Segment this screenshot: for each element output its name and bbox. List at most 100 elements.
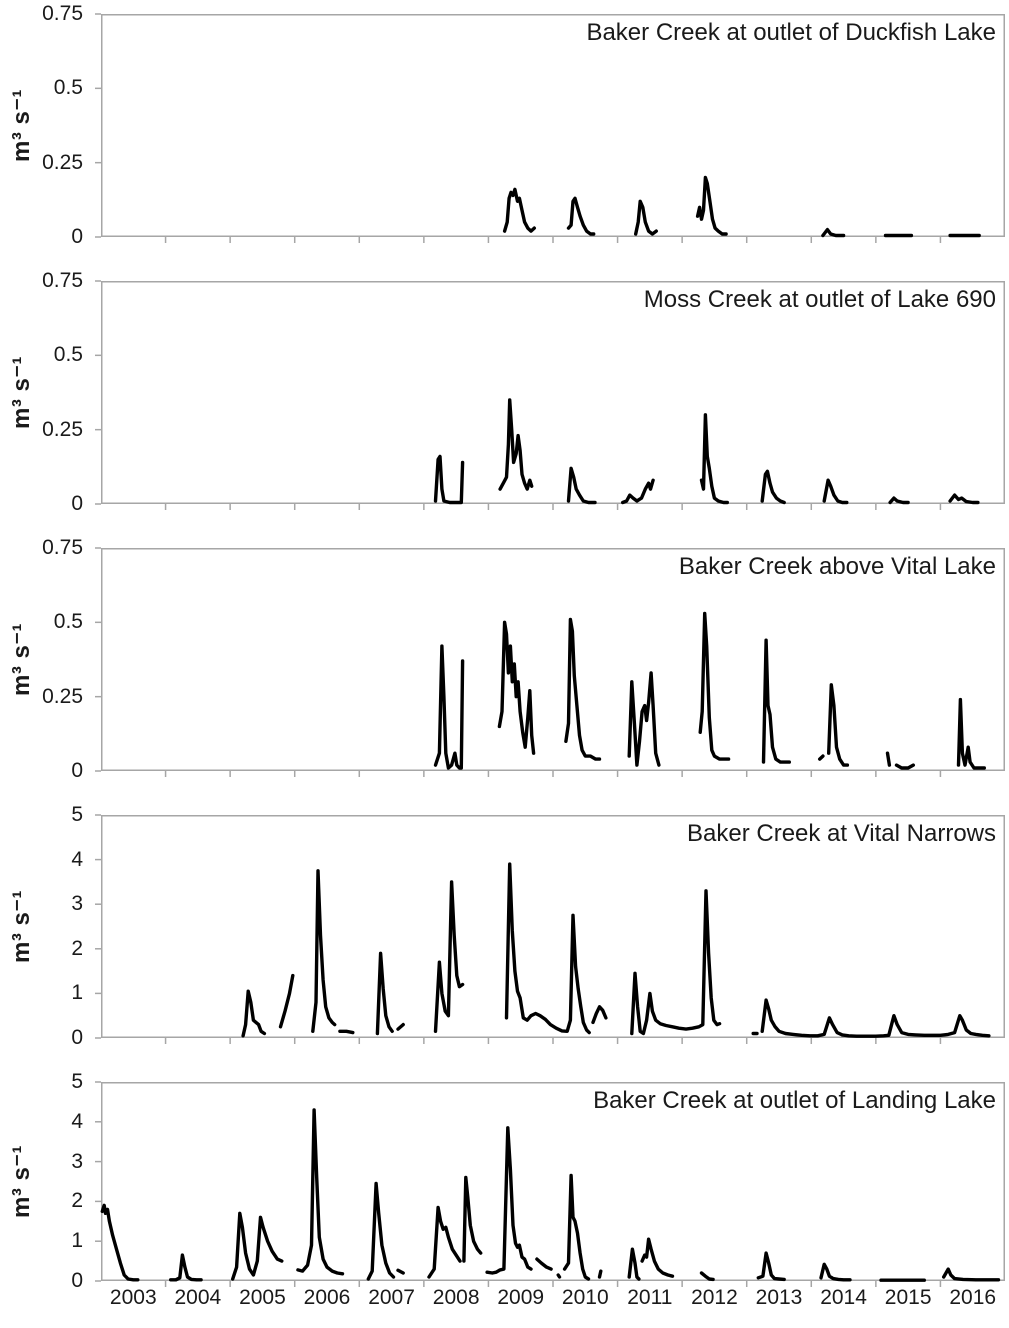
discharge-series — [498, 398, 534, 491]
panel-title: Baker Creek at outlet of Duckfish Lake — [586, 19, 996, 46]
line-chart — [95, 1081, 1005, 1287]
y-tick-labels: 0 1 2 3 4 5 — [0, 1070, 83, 1292]
x-tick-label: 2010 — [561, 1286, 609, 1309]
plot-area: Baker Creek at outlet of Duckfish Lake — [95, 13, 1005, 243]
discharge-series — [433, 454, 465, 505]
panel-title: Baker Creek at Vital Narrows — [687, 820, 996, 847]
y-tick-label: 1 — [71, 981, 83, 1005]
discharge-series — [556, 1273, 562, 1279]
discharge-series — [818, 754, 825, 761]
y-tick-label: 0.5 — [53, 610, 83, 634]
discharge-series — [566, 466, 597, 505]
discharge-series — [621, 478, 655, 505]
discharge-series — [427, 1205, 462, 1279]
discharge-series — [956, 697, 986, 770]
y-tick-label: 0.75 — [42, 536, 83, 559]
x-tick-label: 2014 — [820, 1286, 867, 1309]
discharge-series — [591, 1005, 608, 1025]
y-tick-label: 0.5 — [53, 76, 83, 100]
plot-area: Baker Creek at outlet of Landing Lake — [95, 1081, 1005, 1287]
x-tick-label: 2011 — [627, 1286, 673, 1309]
y-tick-label: 4 — [71, 1109, 83, 1133]
y-tick-label: 0 — [71, 1026, 83, 1049]
y-tick-label: 0.75 — [42, 2, 83, 25]
plot-area: Baker Creek at Vital Narrows — [95, 814, 1005, 1044]
discharge-series — [366, 1181, 396, 1281]
discharge-series — [640, 1237, 675, 1278]
y-tick-label: 0.25 — [42, 150, 83, 174]
y-tick-label: 0 — [71, 759, 83, 782]
y-tick-label: 2 — [71, 1189, 83, 1213]
discharge-series — [698, 611, 731, 761]
y-tick-label: 0 — [71, 492, 83, 515]
plot-frame — [101, 1082, 1005, 1281]
discharge-series — [695, 175, 728, 236]
y-tick-label: 0 — [71, 1269, 83, 1292]
x-tick-label: 2005 — [239, 1286, 286, 1309]
discharge-series — [822, 478, 849, 505]
panel-moss: m³ s⁻¹ 0 0.25 0.5 0.75 Moss Creek at outlet… — [0, 269, 1009, 515]
discharge-series — [819, 1262, 852, 1282]
discharge-series — [761, 638, 791, 764]
x-tick-label: 2009 — [497, 1286, 545, 1309]
x-tick-label: 2004 — [174, 1286, 222, 1309]
panel-title: Moss Creek at outlet of Lake 690 — [643, 286, 996, 313]
discharge-series — [485, 1126, 533, 1275]
line-chart — [95, 814, 1005, 1044]
discharge-series — [756, 1251, 786, 1282]
plot-frame — [101, 548, 1005, 771]
plot-frame — [101, 815, 1005, 1038]
discharge-series — [888, 496, 910, 505]
panel-title: Baker Creek above Vital Lake — [678, 553, 996, 580]
y-tick-label: 1 — [71, 1229, 83, 1253]
plot-frame — [101, 14, 1005, 237]
x-tick-label: 2015 — [884, 1286, 932, 1309]
y-tick-labels: 0 1 2 3 4 5 — [0, 803, 83, 1049]
discharge-series — [699, 1271, 715, 1282]
discharge-series — [502, 187, 536, 233]
discharge-series — [535, 1257, 553, 1271]
discharge-series — [433, 644, 465, 770]
discharge-series — [169, 1253, 203, 1282]
x-tick-label: 2008 — [432, 1286, 480, 1309]
y-tick-labels: 0 0.25 0.5 0.75 — [0, 2, 83, 248]
discharge-series — [885, 751, 892, 767]
x-tick-label: 2007 — [368, 1286, 415, 1309]
y-tick-label: 0 — [71, 225, 83, 248]
discharge-series — [278, 973, 295, 1029]
y-tick-label: 0.75 — [42, 269, 83, 292]
discharge-series — [462, 1175, 483, 1263]
line-chart — [95, 547, 1005, 777]
y-tick-labels: 0 0.25 0.5 0.75 — [0, 536, 83, 782]
panel-vital-lake: m³ s⁻¹ 0 0.25 0.5 0.75 Baker Creek above Vi… — [0, 536, 1009, 782]
x-tick-label: 2013 — [755, 1286, 803, 1309]
discharge-series — [821, 227, 846, 238]
x-tick-label: 2003 — [109, 1286, 157, 1309]
discharge-series — [634, 199, 658, 236]
x-tick-label: 2016 — [949, 1286, 997, 1309]
panel-duckfish: m³ s⁻¹ 0 0.25 0.5 0.75 Baker Creek at outle… — [0, 2, 1009, 248]
line-chart — [95, 13, 1005, 243]
plot-area: Moss Creek at outlet of Lake 690 — [95, 280, 1005, 510]
plot-area: Baker Creek above Vital Lake — [95, 547, 1005, 777]
panel-title: Baker Creek at outlet of Landing Lake — [593, 1087, 996, 1114]
y-tick-label: 5 — [71, 803, 83, 826]
y-tick-label: 5 — [71, 1070, 83, 1093]
discharge-series — [942, 1267, 1001, 1282]
discharge-series — [699, 413, 729, 505]
y-tick-labels: 0 0.25 0.5 0.75 — [0, 269, 83, 515]
discharge-series — [827, 683, 850, 767]
discharge-series — [627, 1247, 641, 1281]
discharge-series — [375, 951, 394, 1036]
line-chart — [95, 280, 1005, 510]
discharge-series — [562, 1173, 591, 1281]
x-tick-label: 2006 — [303, 1286, 351, 1309]
y-tick-label: 4 — [71, 847, 83, 871]
y-tick-label: 3 — [71, 1149, 83, 1173]
discharge-series — [296, 1108, 345, 1276]
x-tick-label: 2012 — [691, 1286, 738, 1309]
y-tick-label: 0.25 — [42, 417, 83, 441]
discharge-series — [504, 862, 591, 1035]
